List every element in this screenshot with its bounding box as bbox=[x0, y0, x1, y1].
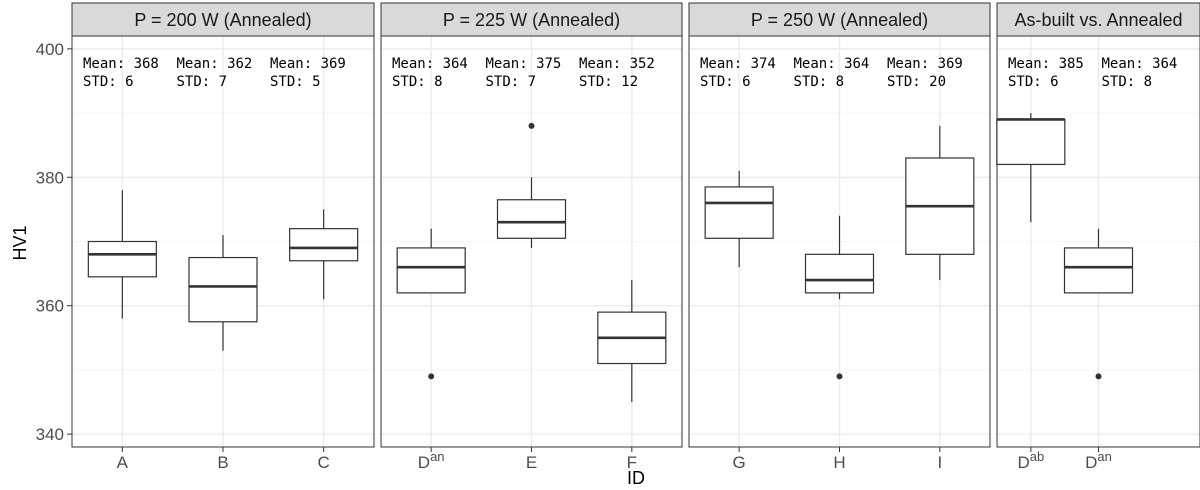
mean-annotation: Mean: 375 bbox=[486, 56, 562, 72]
panel-strip-title: P = 225 W (Annealed) bbox=[443, 10, 620, 30]
iqr-box bbox=[804, 253, 875, 294]
mean-annotation: Mean: 369 bbox=[887, 56, 963, 72]
x-tick-label-main: B bbox=[217, 453, 228, 472]
std-annotation: STD: 7 bbox=[486, 74, 537, 90]
panel-border bbox=[996, 35, 1200, 448]
outlier-point bbox=[836, 373, 843, 380]
x-tick-label-main: E bbox=[526, 453, 537, 472]
facet-panel: P = 200 W (Annealed) Mean: 368 STD: 6 A Mean… bbox=[71, 2, 375, 472]
panel-layer: P = 200 W (Annealed) Mean: 368 STD: 6 A Mean… bbox=[71, 2, 1200, 472]
outlier-point bbox=[528, 122, 535, 129]
x-tick-label: Dab bbox=[1017, 449, 1044, 472]
iqr-box bbox=[289, 228, 359, 262]
outlier-point bbox=[428, 373, 435, 380]
y-axis: 340 360 380 400 bbox=[36, 40, 72, 444]
iqr-box bbox=[87, 240, 157, 278]
x-tick-label-superscript: an bbox=[430, 449, 444, 464]
x-tick-label: E bbox=[526, 453, 537, 472]
x-tick-label: B bbox=[217, 453, 228, 472]
box-D-an: Mean: 364 STD: 8 bbox=[392, 56, 468, 380]
panel-border bbox=[71, 35, 375, 448]
mean-annotation: Mean: 364 bbox=[1102, 56, 1178, 72]
mean-annotation: Mean: 374 bbox=[700, 56, 776, 72]
std-annotation: STD: 7 bbox=[177, 74, 228, 90]
x-tick-label: A bbox=[117, 453, 129, 472]
x-tick-label-main: C bbox=[318, 453, 330, 472]
mean-annotation: Mean: 385 bbox=[1008, 56, 1084, 72]
iqr-box bbox=[1063, 247, 1134, 294]
box-D-ab: Mean: 385 STD: 6 bbox=[996, 56, 1084, 223]
mean-annotation: Mean: 362 bbox=[177, 56, 253, 72]
box-G: Mean: 374 STD: 6 bbox=[700, 56, 776, 268]
panel-strip bbox=[71, 2, 375, 37]
x-tick-label-superscript: an bbox=[1097, 449, 1111, 464]
facet-panel: P = 225 W (Annealed) Mean: 364 STD: 8 Dan Me… bbox=[380, 2, 683, 472]
panel-strip-title: P = 250 W (Annealed) bbox=[751, 10, 928, 30]
box-I: Mean: 369 STD: 20 bbox=[887, 56, 975, 281]
x-tick-label: F bbox=[627, 453, 637, 472]
panel-strip bbox=[996, 2, 1200, 37]
y-tick-label: 380 bbox=[36, 168, 64, 187]
x-tick-label-main: D bbox=[418, 453, 430, 472]
x-tick-label-main: I bbox=[937, 453, 942, 472]
panel-border bbox=[380, 35, 683, 448]
std-annotation: STD: 6 bbox=[83, 74, 134, 90]
y-axis-title: HV1 bbox=[10, 225, 30, 260]
box-F: Mean: 352 STD: 12 bbox=[579, 56, 667, 403]
x-tick-label-main: F bbox=[627, 453, 637, 472]
y-tick-label: 340 bbox=[36, 425, 64, 444]
iqr-box bbox=[496, 199, 567, 239]
x-tick-label-main: D bbox=[1085, 453, 1097, 472]
x-tick-label: H bbox=[833, 453, 845, 472]
std-annotation: STD: 12 bbox=[579, 74, 638, 90]
mean-annotation: Mean: 369 bbox=[270, 56, 346, 72]
mean-annotation: Mean: 352 bbox=[579, 56, 655, 72]
panel-strip-title: As-built vs. Annealed bbox=[1014, 10, 1182, 30]
x-tick-label: Dan bbox=[418, 449, 445, 472]
mean-annotation: Mean: 364 bbox=[794, 56, 870, 72]
iqr-box bbox=[704, 186, 774, 239]
std-annotation: STD: 5 bbox=[270, 74, 321, 90]
outlier-point bbox=[1095, 373, 1102, 380]
std-annotation: STD: 6 bbox=[700, 74, 751, 90]
x-tick-label-main: H bbox=[833, 453, 845, 472]
iqr-box bbox=[188, 256, 258, 323]
iqr-box bbox=[996, 118, 1066, 166]
facet-panel: P = 250 W (Annealed) Mean: 374 STD: 6 G Mean… bbox=[688, 2, 991, 472]
x-tick-label: Dan bbox=[1085, 449, 1112, 472]
x-tick-label-main: A bbox=[117, 453, 129, 472]
std-annotation: STD: 6 bbox=[1008, 74, 1059, 90]
std-annotation: STD: 8 bbox=[392, 74, 443, 90]
mean-annotation: Mean: 364 bbox=[392, 56, 468, 72]
iqr-box bbox=[396, 247, 466, 294]
x-tick-label: I bbox=[937, 453, 942, 472]
box-C: Mean: 369 STD: 5 bbox=[270, 56, 359, 300]
mean-annotation: Mean: 368 bbox=[83, 56, 159, 72]
x-tick-label-superscript: ab bbox=[1030, 449, 1044, 464]
x-tick-label-main: G bbox=[733, 453, 746, 472]
box-B: Mean: 362 STD: 7 bbox=[177, 56, 258, 351]
box-E: Mean: 375 STD: 7 bbox=[486, 56, 567, 248]
y-tick-label: 400 bbox=[36, 40, 64, 59]
std-annotation: STD: 20 bbox=[887, 74, 946, 90]
x-tick-label: G bbox=[733, 453, 746, 472]
panel-strip-title: P = 200 W (Annealed) bbox=[134, 10, 311, 30]
panel-strip bbox=[688, 2, 991, 37]
y-tick-label: 360 bbox=[36, 297, 64, 316]
panel-border bbox=[688, 35, 991, 448]
facet-panel: As-built vs. Annealed Mean: 385 STD: 6 Dab M… bbox=[996, 2, 1200, 472]
std-annotation: STD: 8 bbox=[794, 74, 845, 90]
std-annotation: STD: 8 bbox=[1102, 74, 1153, 90]
box-A: Mean: 368 STD: 6 bbox=[83, 56, 159, 319]
x-tick-label: C bbox=[318, 453, 330, 472]
box-D-an: Mean: 364 STD: 8 bbox=[1063, 56, 1178, 380]
box-H: Mean: 364 STD: 8 bbox=[794, 56, 875, 380]
x-tick-label-main: D bbox=[1017, 453, 1029, 472]
panel-strip bbox=[380, 2, 683, 37]
x-axis-title: ID bbox=[627, 468, 645, 488]
